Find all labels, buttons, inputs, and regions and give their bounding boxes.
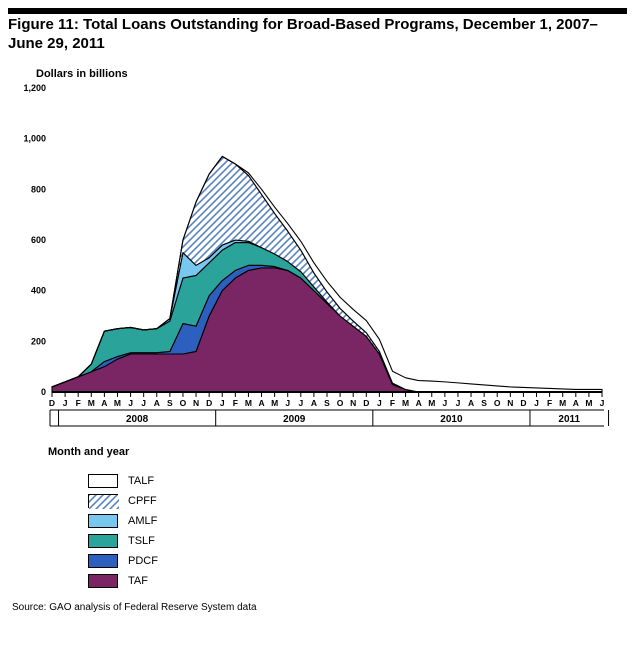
xtick-label: J bbox=[63, 398, 68, 408]
xtick-label: D bbox=[363, 398, 369, 408]
xtick-label: M bbox=[559, 398, 566, 408]
xtick-label: J bbox=[456, 398, 461, 408]
xtick-label: D bbox=[520, 398, 526, 408]
figure-title-bar: Figure 11: Total Loans Outstanding for B… bbox=[8, 8, 627, 54]
xtick-label: J bbox=[128, 398, 133, 408]
xtick-label: A bbox=[258, 398, 264, 408]
xtick-label: N bbox=[193, 398, 199, 408]
legend-item-tslf: TSLF bbox=[88, 534, 627, 548]
year-label: 2011 bbox=[558, 414, 580, 425]
xtick-label: A bbox=[154, 398, 160, 408]
xtick-label: S bbox=[481, 398, 487, 408]
ytick-label: 800 bbox=[31, 184, 46, 194]
xtick-label: M bbox=[245, 398, 252, 408]
xtick-label: A bbox=[573, 398, 579, 408]
stacked-area-svg: 02004006008001,0001,200DJFMAMJJASONDJFMA… bbox=[12, 82, 612, 442]
xtick-label: O bbox=[337, 398, 344, 408]
legend-swatch-pdcf bbox=[88, 554, 118, 568]
legend-swatch-talf bbox=[88, 474, 118, 488]
xtick-label: J bbox=[534, 398, 539, 408]
legend-item-cpff: CPFF bbox=[88, 494, 627, 508]
year-label: 2010 bbox=[440, 414, 463, 425]
xtick-label: M bbox=[402, 398, 409, 408]
legend-label: AMLF bbox=[128, 515, 157, 527]
xtick-label: D bbox=[49, 398, 55, 408]
legend-item-pdcf: PDCF bbox=[88, 554, 627, 568]
xtick-label: F bbox=[547, 398, 552, 408]
xtick-label: F bbox=[76, 398, 81, 408]
legend-label: TSLF bbox=[128, 535, 155, 547]
ytick-label: 0 bbox=[41, 387, 46, 397]
legend-item-taf: TAF bbox=[88, 574, 627, 588]
xtick-label: J bbox=[377, 398, 382, 408]
xtick-label: M bbox=[271, 398, 278, 408]
title-line-2: June 29, 2011 bbox=[8, 35, 105, 52]
xtick-label: O bbox=[494, 398, 501, 408]
legend-label: PDCF bbox=[128, 555, 158, 567]
xtick-label: F bbox=[233, 398, 238, 408]
ytick-label: 1,200 bbox=[23, 83, 46, 93]
xtick-label: A bbox=[101, 398, 107, 408]
xtick-label: J bbox=[285, 398, 290, 408]
xtick-label: M bbox=[88, 398, 95, 408]
legend-swatch-taf bbox=[88, 574, 118, 588]
xtick-label: J bbox=[141, 398, 146, 408]
year-label: 2008 bbox=[126, 414, 149, 425]
legend-swatch-tslf bbox=[88, 534, 118, 548]
y-axis-label: Dollars in billions bbox=[36, 68, 627, 80]
xtick-label: M bbox=[428, 398, 435, 408]
xtick-label: J bbox=[442, 398, 447, 408]
ytick-label: 1,000 bbox=[23, 133, 46, 143]
legend-item-talf: TALF bbox=[88, 474, 627, 488]
xtick-label: J bbox=[298, 398, 303, 408]
legend: TALF CPFF AMLF TSLF PDCF TAF bbox=[88, 474, 627, 588]
ytick-label: 200 bbox=[31, 336, 46, 346]
year-label: 2009 bbox=[283, 414, 306, 425]
legend-swatch-amlf bbox=[88, 514, 118, 528]
xtick-label: M bbox=[114, 398, 121, 408]
legend-swatch-cpff bbox=[88, 494, 118, 508]
figure-title: Figure 11: Total Loans Outstanding for B… bbox=[8, 16, 627, 54]
legend-label: CPFF bbox=[128, 495, 157, 507]
xtick-label: A bbox=[416, 398, 422, 408]
xtick-label: N bbox=[507, 398, 513, 408]
legend-item-amlf: AMLF bbox=[88, 514, 627, 528]
xtick-label: J bbox=[220, 398, 225, 408]
x-axis-label: Month and year bbox=[48, 446, 627, 458]
xtick-label: J bbox=[600, 398, 605, 408]
xtick-label: A bbox=[468, 398, 474, 408]
xtick-label: A bbox=[311, 398, 317, 408]
legend-label: TALF bbox=[128, 475, 154, 487]
source-note: Source: GAO analysis of Federal Reserve … bbox=[12, 602, 627, 613]
ytick-label: 400 bbox=[31, 285, 46, 295]
chart: 02004006008001,0001,200DJFMAMJJASONDJFMA… bbox=[12, 82, 612, 442]
title-line-1: Figure 11: Total Loans Outstanding for B… bbox=[8, 16, 598, 33]
legend-label: TAF bbox=[128, 575, 148, 587]
xtick-label: N bbox=[350, 398, 356, 408]
xtick-label: S bbox=[324, 398, 330, 408]
xtick-label: S bbox=[167, 398, 173, 408]
xtick-label: M bbox=[585, 398, 592, 408]
xtick-label: D bbox=[206, 398, 212, 408]
ytick-label: 600 bbox=[31, 235, 46, 245]
xtick-label: F bbox=[390, 398, 395, 408]
xtick-label: O bbox=[180, 398, 187, 408]
